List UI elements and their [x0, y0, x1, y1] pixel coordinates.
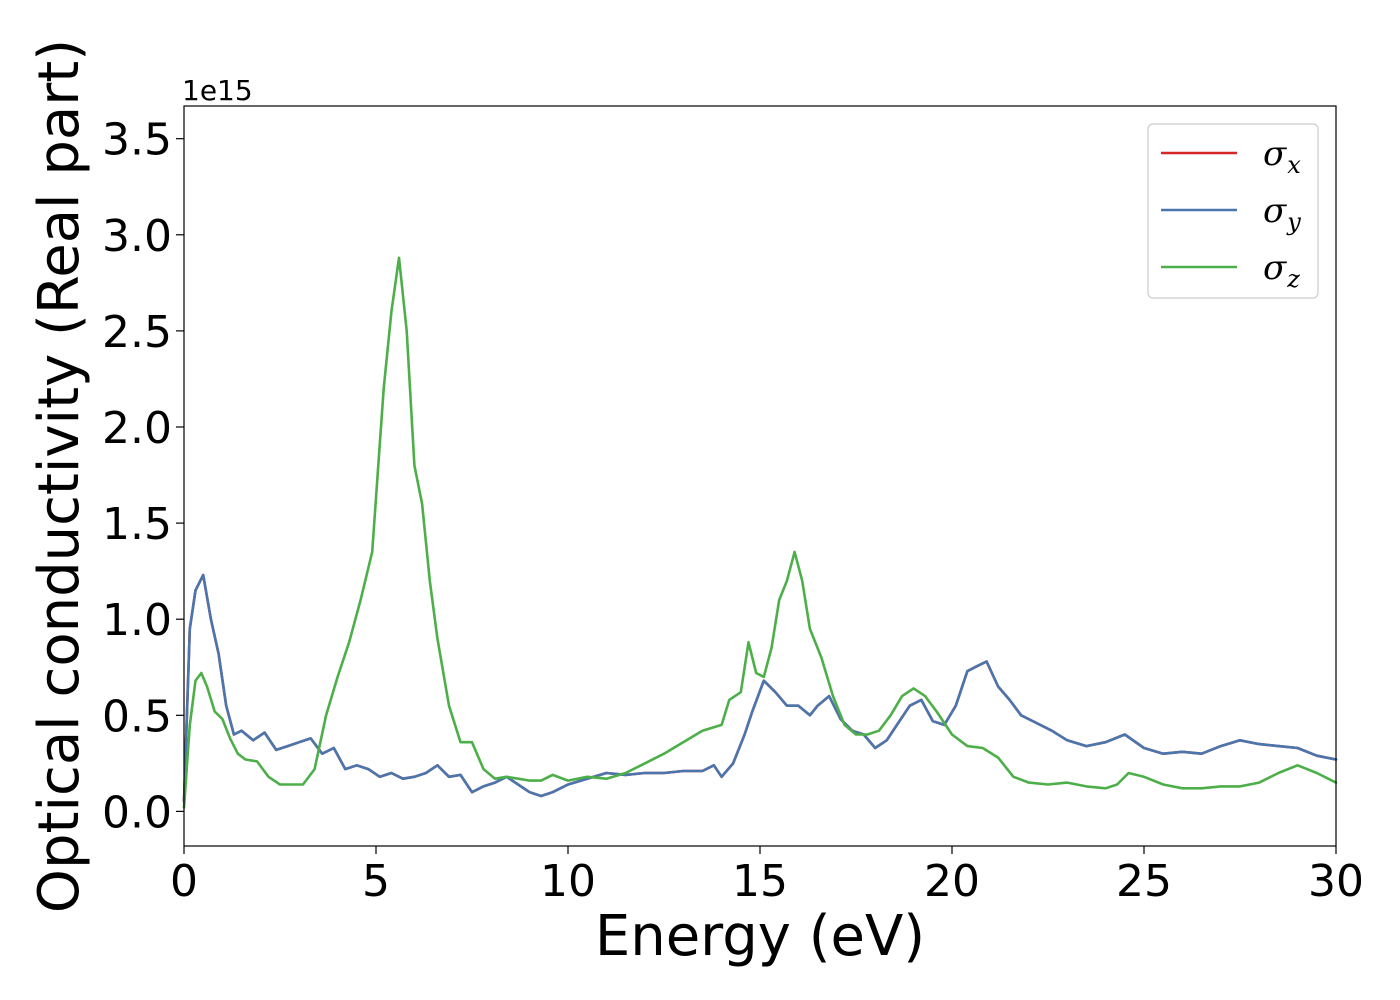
x-tick-label: 0 — [170, 856, 198, 907]
x-tick-label: 10 — [540, 856, 596, 907]
x-tick-label: 30 — [1308, 856, 1364, 907]
y-offset-label: 1e15 — [182, 74, 253, 107]
x-tick-label: 25 — [1116, 856, 1172, 907]
series-line-sigma-y — [182, 573, 1338, 804]
y-tick-label: 2.5 — [102, 307, 172, 358]
plot-area — [184, 106, 1336, 846]
y-tick-label: 2.0 — [102, 403, 172, 454]
y-tick-label: 3.5 — [102, 115, 172, 166]
legend-label-sigma-z: σz — [1263, 248, 1300, 293]
y-axis-label: Optical conductivity (Real part) — [27, 39, 92, 913]
y-tick-label: 1.0 — [102, 595, 172, 646]
y-tick-label: 1.5 — [102, 499, 172, 550]
x-tick-label: 20 — [924, 856, 980, 907]
x-tick-label: 5 — [362, 856, 390, 907]
y-tick-label: 0.0 — [102, 787, 172, 838]
series-line-sigma-z — [182, 256, 1338, 809]
x-axis-label: Energy (eV) — [595, 904, 925, 969]
x-tick-label: 15 — [732, 856, 788, 907]
y-axis-ticks: 0.0 0.5 1.0 1.5 2.0 2.5 3.0 3.5 — [102, 115, 184, 838]
y-tick-label: 0.5 — [102, 691, 172, 742]
x-axis-ticks: 0 5 10 15 20 25 30 — [170, 846, 1364, 907]
y-tick-label: 3.0 — [102, 211, 172, 262]
series-layer — [182, 256, 1338, 809]
